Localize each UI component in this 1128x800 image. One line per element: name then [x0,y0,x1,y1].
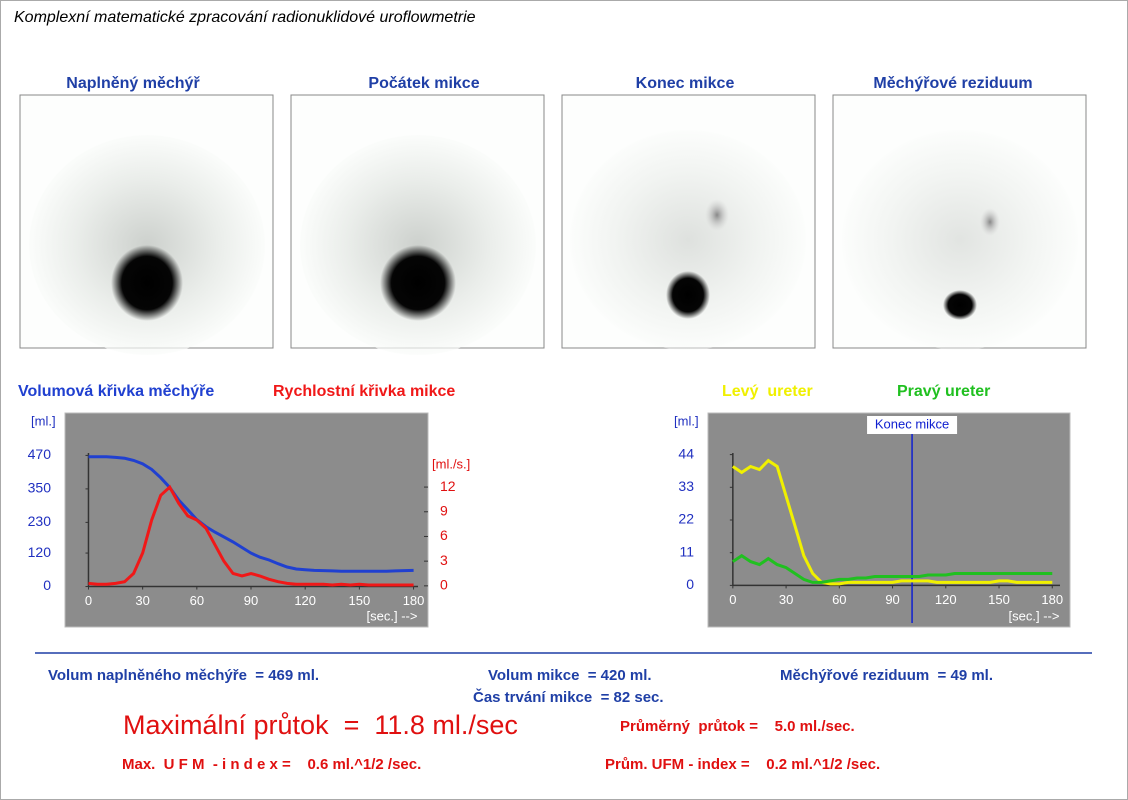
legend-entry: Pravý ureter [897,383,990,400]
x-tick-label: 30 [135,593,149,608]
scan-label: Naplněný měchýř [66,75,200,92]
y-tick-label: 44 [678,445,694,461]
x-tick-label: 90 [244,593,258,608]
x-tick-label: 30 [779,592,793,607]
legend-entry: Volumová křivka měchýře [18,383,214,400]
legend-entry: Rychlostní křivka mikce [273,383,455,400]
y2-tick-label: 0 [440,577,448,593]
window-title: Komplexní matematické zpracování radionu… [14,9,476,26]
y2-tick-label: 3 [440,552,448,568]
result: Max. U F M - i n d e x = 0.6 ml.^1/2 /se… [122,756,421,773]
y-tick-label: 33 [678,478,694,494]
result: Měchýřové reziduum = 49 ml. [780,667,993,684]
y-tick-label: 470 [28,446,52,462]
legend-entry: Levý ureter [722,383,813,400]
y-tick-label: 0 [686,576,694,592]
x-tick-label: 90 [885,592,899,607]
scan-ureter [980,208,1000,236]
result: Prům. UFM - index = 0.2 ml.^1/2 /sec. [605,756,880,773]
series-line [731,458,1053,586]
annotation-box [867,416,958,434]
x-tick-label: 120 [935,592,957,607]
x-tick-label: 180 [403,593,425,608]
x-axis-label: [sec.] --> [367,608,418,623]
plot-area [707,412,1071,628]
y2-tick-label: 6 [440,527,448,543]
x-axis-label: [sec.] --> [1009,608,1060,623]
annotation-label: Konec mikce [875,416,949,431]
result: Volum naplněného měchýře = 469 ml. [48,667,319,684]
y2-axis-label: [ml./s.] [432,457,470,472]
scan-label: Konec mikce [636,75,735,92]
scan-halo [570,130,806,350]
plot-area [64,412,429,628]
y-tick-label: 120 [28,544,52,560]
scan-label: Počátek mikce [368,75,479,92]
x-tick-label: 60 [190,593,204,608]
y-tick-label: 11 [679,543,694,559]
result: Čas trvání mikce = 82 sec. [473,688,664,706]
scan-bladder [666,271,710,319]
scan-bladder [111,245,183,321]
x-tick-label: 180 [1041,592,1063,607]
series-line [88,484,414,587]
scan-bladder [380,245,456,321]
x-tick-label: 120 [294,593,316,608]
y-tick-label: 350 [28,480,52,496]
result: Průměrný průtok = 5.0 ml./sec. [620,718,855,735]
y2-tick-label: 9 [440,502,448,518]
y-tick-label: 0 [43,577,51,593]
scan-panels: Naplněný měchýř Počátek mikce Konec mikc… [19,75,1087,355]
scan-label: Měchýřové reziduum [873,75,1032,92]
result: Volum mikce = 420 ml. [488,667,652,684]
result-max-flow: Maximální průtok = 11.8 ml./sec [123,710,518,740]
x-tick-label: 60 [832,592,846,607]
x-tick-label: 0 [729,592,736,607]
scan-bladder [943,290,977,320]
x-tick-label: 150 [349,593,371,608]
y-axis-label: [ml.] [674,413,699,428]
y-axis-label: [ml.] [31,413,56,428]
series-line [88,455,414,573]
scan-halo [842,130,1078,350]
y-tick-label: 230 [28,513,52,529]
scan-ureter [705,199,729,231]
x-tick-label: 150 [988,592,1010,607]
series-line [731,553,1053,584]
y2-tick-label: 12 [440,478,456,494]
y-tick-label: 22 [678,511,694,527]
x-tick-label: 0 [85,593,92,608]
